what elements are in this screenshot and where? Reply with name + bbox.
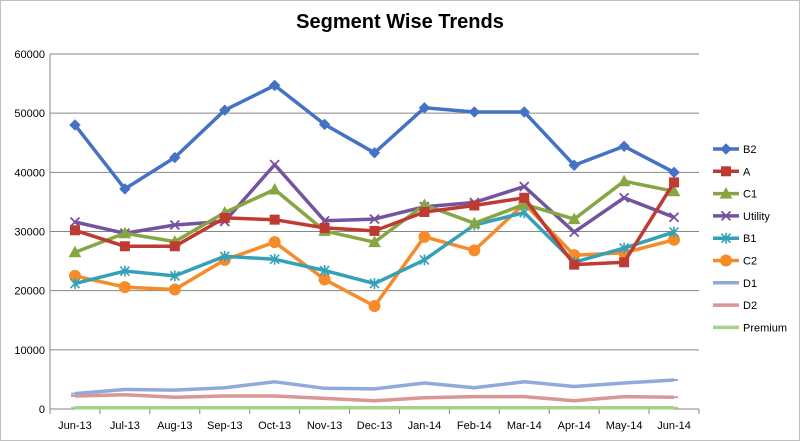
data-point-c2 (118, 281, 131, 294)
data-point-a (319, 222, 330, 233)
y-tick-label: 20000 (14, 286, 45, 298)
data-point-b2 (418, 102, 431, 114)
data-point-a (169, 241, 180, 252)
x-tick-label: Nov-13 (307, 420, 342, 432)
data-point-c2 (468, 244, 481, 257)
data-point-b2 (318, 118, 331, 131)
legend-label-d2: D2 (743, 300, 757, 312)
y-tick-label: 10000 (14, 345, 45, 357)
data-point-b2 (568, 159, 580, 171)
data-point-a (469, 200, 480, 211)
legend-marker-b2 (720, 143, 732, 155)
data-point-c1 (567, 212, 581, 225)
x-tick-label: Jan-14 (408, 420, 442, 432)
data-point-a (369, 225, 380, 236)
data-point-b2 (119, 183, 131, 195)
data-point-a (519, 192, 530, 203)
data-point-a (69, 225, 80, 236)
data-point-utility (69, 216, 81, 228)
data-point-c2 (418, 230, 431, 243)
legend-marker-a (721, 166, 731, 177)
data-point-c1 (468, 216, 481, 229)
data-point-b1 (668, 226, 680, 238)
legend-label-c1: C1 (743, 189, 757, 201)
legend-marker-utility (720, 210, 732, 222)
data-point-a (569, 259, 580, 270)
chart-title: Segment Wise Trends (296, 11, 504, 33)
data-point-b2 (518, 106, 530, 118)
legend-label-a: A (743, 166, 751, 178)
data-point-utility (569, 226, 580, 238)
legend-label-utility: Utility (743, 211, 770, 223)
y-tick-label: 40000 (14, 167, 45, 179)
x-tick-label: Dec-13 (357, 420, 392, 432)
data-point-a (119, 241, 130, 252)
legend-label-b2: B2 (743, 144, 756, 156)
legend-marker-c2 (720, 254, 732, 267)
x-tick-label: Apr-14 (558, 420, 591, 432)
y-tick-label: 30000 (14, 227, 45, 239)
series-line-utility (74, 162, 675, 236)
data-point-utility (618, 192, 630, 203)
data-point-utility (169, 219, 180, 231)
data-point-c1 (268, 182, 281, 195)
y-tick-label: 0 (39, 404, 45, 416)
x-tick-label: Jun-14 (657, 420, 691, 432)
data-point-c1 (617, 174, 631, 187)
data-point-b1 (269, 253, 280, 265)
data-point-b2 (468, 106, 481, 118)
data-point-c1 (368, 235, 381, 248)
legend-label-d1: D1 (743, 278, 757, 290)
x-tick-label: Feb-14 (457, 420, 492, 432)
data-point-utility (369, 213, 380, 225)
data-point-a (619, 257, 630, 268)
series-line-b2 (73, 83, 675, 191)
data-point-b1 (169, 270, 180, 282)
x-tick-label: Jul-13 (110, 420, 140, 432)
legend-marker-c1 (719, 187, 733, 199)
data-point-b2 (219, 104, 231, 116)
data-point-a (669, 177, 680, 188)
x-tick-label: Jun-13 (58, 420, 92, 432)
data-point-utility (668, 212, 680, 223)
data-point-b2 (368, 147, 381, 159)
y-tick-label: 60000 (14, 49, 45, 61)
data-point-b1 (319, 265, 330, 277)
x-tick-label: Sep-13 (207, 420, 242, 432)
data-point-c1 (667, 184, 681, 197)
series-line-d1 (74, 378, 675, 396)
data-point-b2 (169, 151, 181, 164)
data-point-c2 (268, 236, 281, 249)
data-point-b1 (369, 278, 380, 290)
y-tick-label: 50000 (14, 108, 45, 120)
data-point-c1 (118, 226, 132, 239)
x-tick-label: Oct-13 (258, 420, 291, 432)
data-point-a (419, 206, 430, 217)
legend-label-b1: B1 (743, 233, 756, 245)
data-point-a (269, 214, 280, 225)
data-point-c1 (68, 245, 82, 258)
data-point-b1 (219, 250, 230, 262)
legend-marker-b1 (720, 232, 732, 244)
data-point-b1 (69, 278, 81, 290)
data-point-b2 (69, 119, 81, 131)
data-point-b1 (619, 242, 630, 254)
data-point-a (219, 212, 230, 223)
data-point-b1 (119, 265, 130, 277)
data-point-b2 (268, 79, 281, 92)
data-point-c2 (368, 300, 381, 313)
x-tick-label: Aug-13 (157, 420, 192, 432)
data-point-utility (269, 159, 280, 170)
x-tick-label: May-14 (606, 420, 643, 432)
data-point-utility (519, 181, 530, 192)
data-point-b1 (419, 254, 430, 266)
data-point-b2 (668, 166, 680, 179)
data-point-b2 (618, 140, 630, 153)
legend-label-c2: C2 (743, 256, 757, 268)
x-tick-label: Mar-14 (507, 420, 542, 432)
legend-label-premium: Premium (743, 322, 787, 334)
data-point-c2 (168, 283, 181, 296)
